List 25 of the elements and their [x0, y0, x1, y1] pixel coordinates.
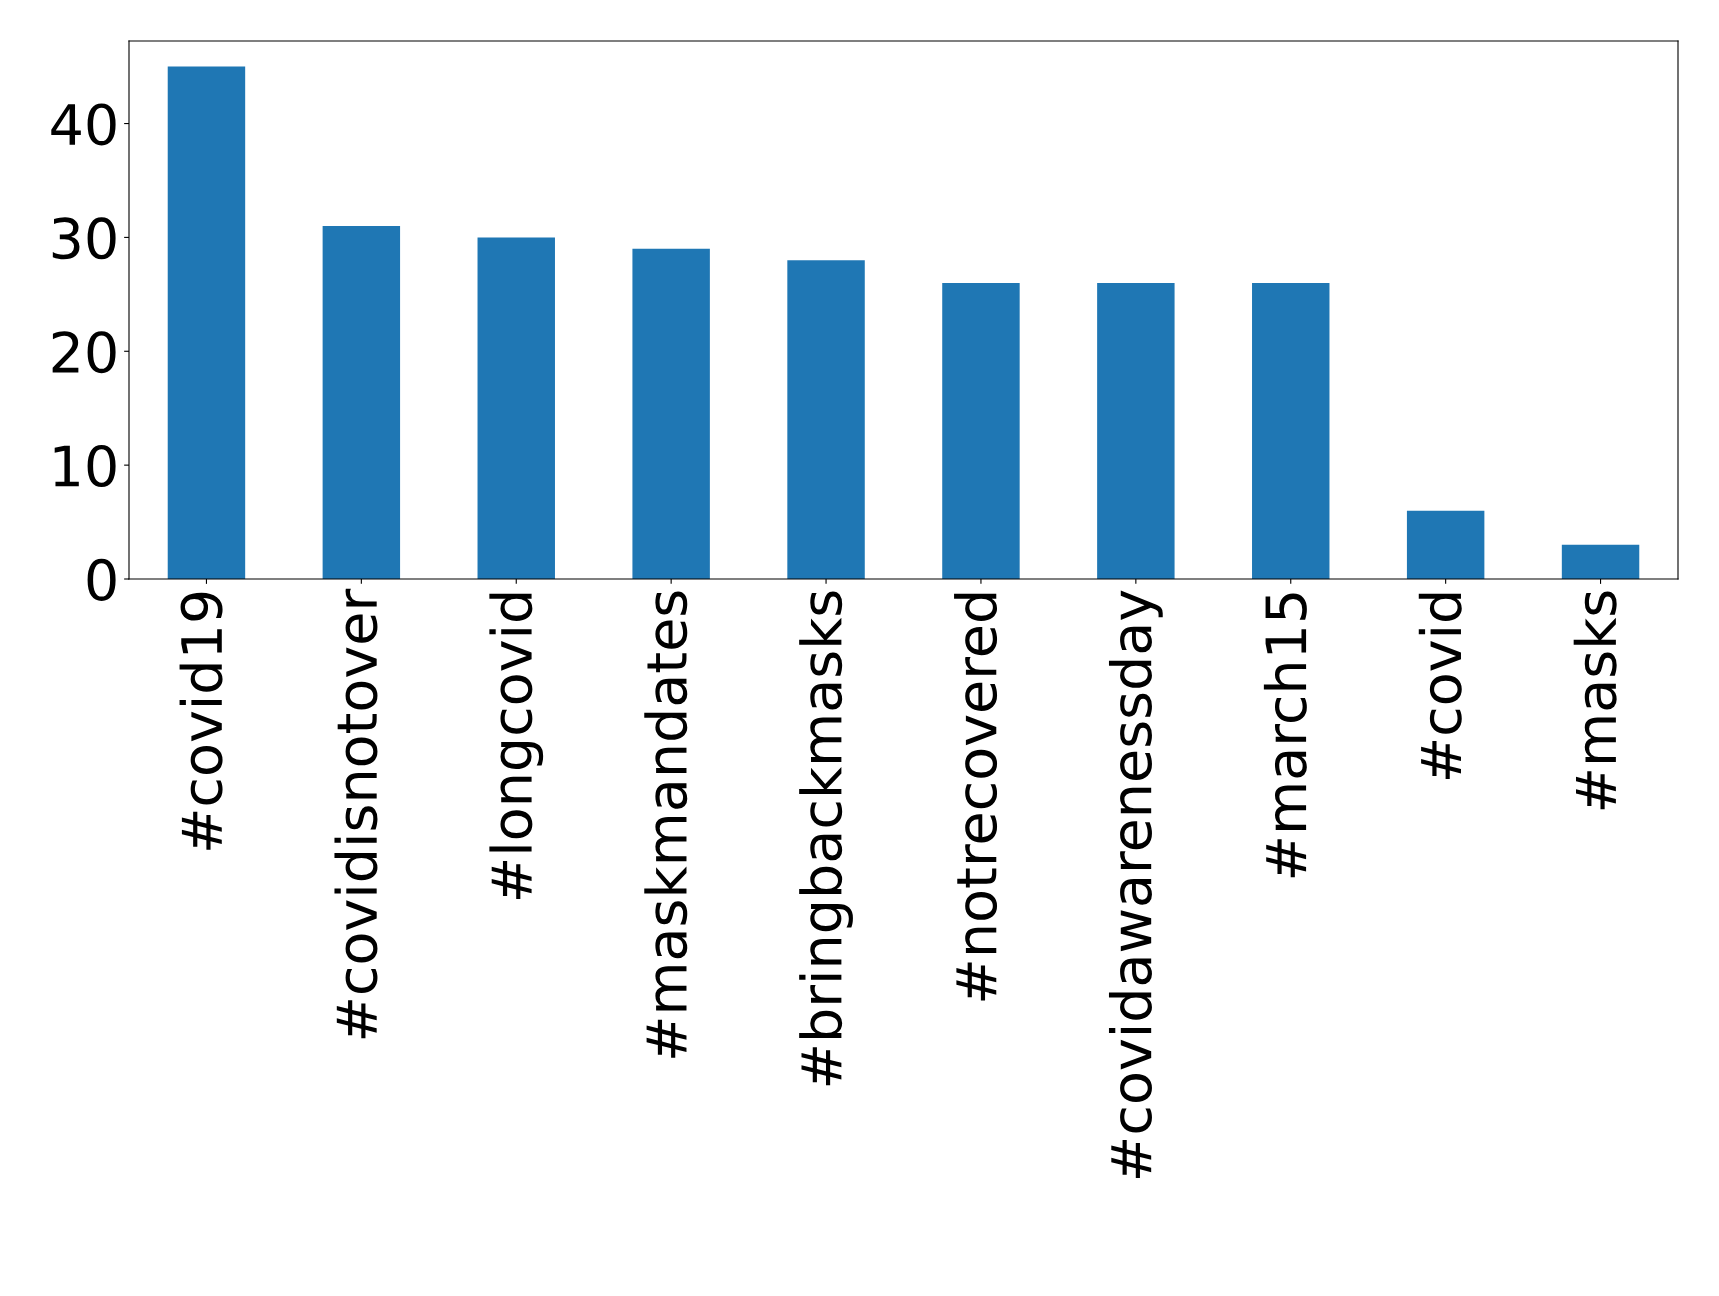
x-tick-label: #maskmandates	[644, 591, 688, 1058]
x-tick-label: #covidawarenessday	[1108, 590, 1163, 1178]
bar	[167, 66, 246, 579]
y-tick-label: 40	[51, 103, 116, 146]
x-tick-label: #notrecovered	[954, 593, 998, 1001]
x-tick-label: #march15	[1263, 593, 1307, 878]
bar	[1252, 282, 1330, 579]
bar	[1561, 544, 1640, 579]
x-tick-label: #bringbackmasks	[799, 591, 853, 1086]
y-tick-label: 20	[52, 331, 116, 374]
x-tick-label: #longcovid	[489, 593, 544, 900]
bar	[1406, 510, 1485, 579]
x-tick-label: #masks	[1573, 591, 1617, 810]
x-tick-label: #covidisnotover	[334, 588, 378, 1039]
bar	[632, 248, 710, 579]
x-tick-label: #covid	[1418, 593, 1462, 780]
y-tick-label: 0	[87, 558, 116, 601]
bar	[1097, 282, 1175, 579]
bar	[787, 260, 865, 579]
y-tick-label: 10	[54, 445, 116, 488]
bar	[477, 237, 555, 579]
y-tick-label: 30	[52, 217, 116, 260]
bar	[322, 226, 401, 579]
x-tick-label: #covid19	[179, 592, 223, 850]
bar	[942, 282, 1020, 579]
